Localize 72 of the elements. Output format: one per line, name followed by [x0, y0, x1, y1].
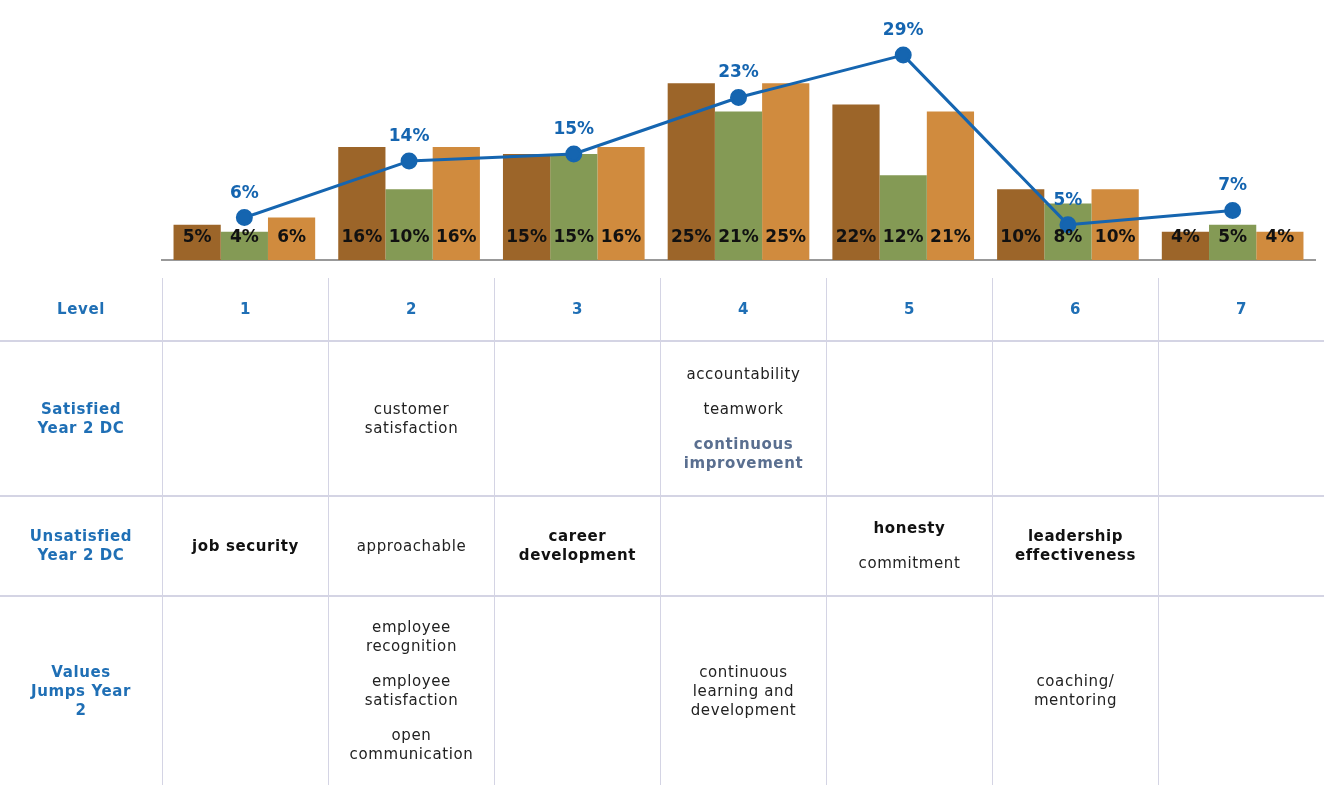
x-tick-label: 6 — [1069, 299, 1082, 319]
data-label: 22% — [835, 226, 877, 247]
bar — [667, 83, 715, 260]
data-label: 5% — [182, 226, 212, 247]
text: accountability — [686, 364, 801, 384]
data-label: 21% — [718, 226, 759, 247]
text: customer satisfaction — [363, 399, 460, 438]
data-label: 4% — [1170, 226, 1200, 247]
text: continuous learning and development — [689, 662, 798, 720]
point — [730, 88, 747, 106]
data-label: 7% — [1218, 174, 1248, 195]
data-label: 15% — [553, 117, 595, 138]
data-label: 6% — [277, 226, 307, 247]
bar — [338, 146, 386, 260]
point — [400, 152, 418, 170]
x-tick-label: 2 — [405, 299, 418, 319]
data-label: 15% — [506, 226, 547, 247]
data-label: 16% — [341, 226, 383, 247]
data-label: 10% — [1000, 226, 1042, 247]
data-label: 14% — [388, 125, 430, 145]
data-label: 21% — [930, 226, 971, 247]
text: commitment — [858, 554, 961, 573]
data-label: 4% — [1265, 226, 1295, 247]
bar — [385, 189, 433, 260]
point — [235, 209, 253, 227]
text: Values Jumps Year 2 — [29, 662, 132, 720]
data-label: 25% — [765, 226, 807, 247]
data-label: 10% — [388, 226, 430, 247]
bar — [597, 146, 645, 260]
text: open communication — [349, 726, 474, 764]
x-tick-label: 7 — [1235, 299, 1248, 319]
data-label: 12% — [882, 226, 924, 247]
text: job security — [192, 536, 299, 556]
data-label: 4% — [229, 226, 259, 247]
data-label: 16% — [435, 226, 477, 247]
point — [894, 46, 912, 64]
text: career development — [517, 527, 638, 565]
data-label: 23% — [718, 61, 759, 82]
data-label: 15% — [553, 226, 595, 247]
text: approachable — [356, 536, 467, 556]
x-tick-label: 4 — [737, 299, 750, 319]
bar — [714, 111, 763, 260]
bar — [762, 83, 810, 260]
x-tick-label: 3 — [571, 299, 584, 319]
bar — [550, 154, 598, 260]
data-label: 25% — [670, 226, 712, 247]
x-tick-label: 5 — [903, 299, 916, 319]
text: honesty — [873, 519, 946, 538]
x-axis-title: Level — [57, 299, 105, 319]
data-label: 6% — [229, 181, 259, 202]
text: leadership effectiveness — [1013, 527, 1138, 565]
data-label: 5% — [1053, 188, 1083, 209]
point — [565, 145, 583, 163]
text: continuous improvement — [682, 434, 805, 473]
text: employee recognition — [365, 618, 458, 656]
data-label: 16% — [600, 226, 642, 247]
text: Satisfied Year 2 DC — [36, 399, 126, 438]
data-label: 8% — [1053, 226, 1083, 247]
text: teamwork — [703, 399, 784, 419]
data-label: 5% — [1218, 226, 1248, 247]
data-label: 29% — [882, 19, 924, 39]
text: coaching/ mentoring — [1032, 672, 1119, 710]
data-label: 10% — [1094, 226, 1136, 247]
bar — [502, 154, 551, 260]
text: employee satisfaction — [363, 672, 460, 710]
bar — [879, 175, 927, 260]
bar — [432, 146, 480, 260]
text: Unsatisfied Year 2 DC — [28, 527, 134, 565]
bar — [926, 111, 975, 260]
x-tick-label: 1 — [239, 299, 252, 319]
bar — [832, 104, 880, 260]
point — [1224, 202, 1242, 220]
